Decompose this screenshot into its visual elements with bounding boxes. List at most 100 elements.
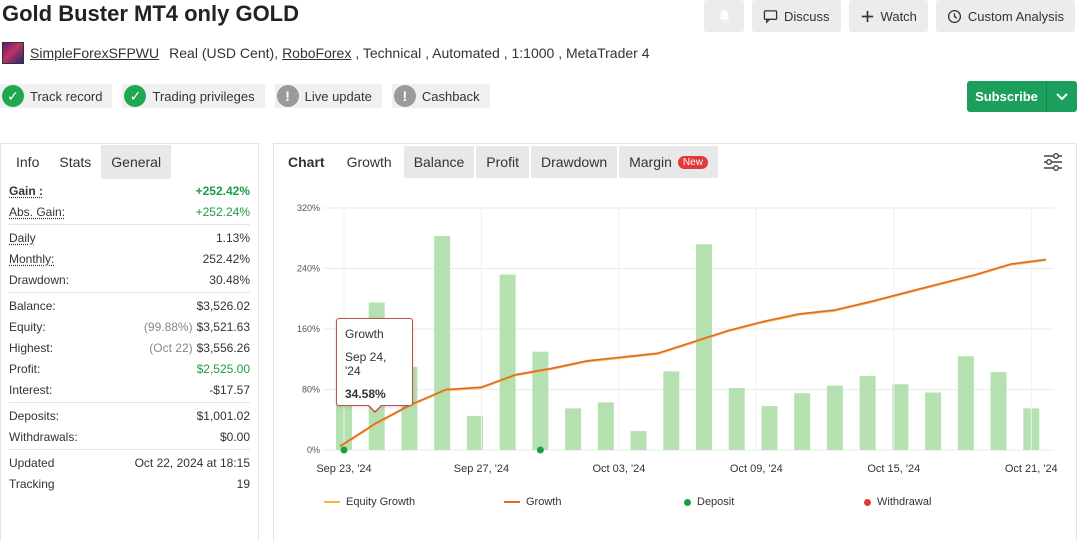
bar — [990, 372, 1007, 450]
clock-icon — [947, 9, 961, 23]
sliders-icon[interactable] — [1042, 151, 1064, 173]
chart-tooltip: Growth Sep 24, '24 34.58% — [336, 318, 413, 406]
x-tick-label: Sep 23, '24 — [316, 463, 371, 475]
x-tick-label: Oct 03, '24 — [592, 463, 645, 475]
tab-stats[interactable]: Stats — [49, 145, 102, 179]
chevron-down-icon[interactable] — [1047, 81, 1077, 112]
bar — [532, 351, 549, 450]
bar — [728, 387, 745, 450]
stat-drawdown: Drawdown: 30.48% — [9, 272, 250, 287]
bar — [466, 415, 483, 450]
discuss-button[interactable]: Discuss — [752, 0, 841, 32]
account-details: , Technical , Automated , 1:1000 , MetaT… — [355, 45, 650, 61]
equity-growth-line — [339, 259, 1047, 448]
tab-growth[interactable]: Growth — [336, 146, 402, 178]
chat-icon — [763, 9, 778, 24]
bar — [925, 392, 942, 450]
y-tick-label: 240% — [297, 264, 320, 274]
badge-track-record[interactable]: ✓ Track record — [0, 84, 113, 108]
stat-abs-gain: Abs. Gain: +252.24% — [9, 204, 250, 219]
bar — [565, 408, 582, 450]
notify-button[interactable] — [704, 0, 745, 32]
bar — [597, 402, 614, 450]
badge-label: Trading privileges — [152, 88, 255, 104]
x-tick-label: Oct 09, '24 — [730, 463, 783, 475]
deposit-marker — [536, 446, 544, 454]
tooltip-value: 34.58% — [345, 387, 386, 401]
stats-tabs: Info Stats General — [1, 144, 258, 180]
check-icon: ✓ — [124, 85, 147, 107]
tab-drawdown[interactable]: Drawdown — [530, 146, 618, 178]
broker-link[interactable]: RoboForex — [282, 45, 352, 61]
bar — [794, 393, 811, 450]
chart-tabs: Chart Growth Balance Profit Drawdown Mar… — [274, 144, 1076, 180]
stat-equity: Equity: (99.88%) $3,521.63 — [9, 319, 250, 334]
bar — [892, 384, 909, 450]
y-tick-label: 0% — [307, 445, 320, 455]
avatar[interactable] — [2, 42, 24, 64]
tooltip-series: Growth — [345, 327, 384, 341]
stat-highest: Highest: (Oct 22) $3,556.26 — [9, 340, 250, 355]
bar — [630, 431, 647, 450]
badge-trading-privileges[interactable]: ✓ Trading privileges — [122, 84, 265, 108]
tab-general[interactable]: General — [101, 145, 172, 179]
top-actions: Discuss Watch Custom Analysis — [704, 0, 1075, 32]
account-type: Real (USD Cent), — [169, 45, 279, 61]
y-tick-label: 160% — [297, 324, 320, 334]
legend-deposit[interactable]: Deposit — [684, 496, 864, 508]
bar — [859, 375, 876, 450]
subscribe-button[interactable]: Subscribe — [967, 81, 1077, 112]
stat-deposits: Deposits: $1,001.02 — [9, 408, 250, 423]
chart-legend: Equity Growth Growth Deposit Withdrawal — [324, 496, 1044, 508]
custom-analysis-button[interactable]: Custom Analysis — [935, 0, 1075, 32]
custom-analysis-label: Custom Analysis — [967, 8, 1064, 24]
stat-tracking: Tracking 19 — [9, 476, 250, 491]
account-info: SimpleForexSFPWU Real (USD Cent), RoboFo… — [2, 42, 650, 64]
bar — [434, 235, 451, 450]
stat-balance: Balance: $3,526.02 — [9, 298, 250, 313]
tooltip-date: Sep 24, '24 — [345, 350, 387, 378]
stats-panel: Info Stats General Gain : +252.42% Abs. G… — [0, 143, 259, 541]
stat-daily: Daily 1.13% — [9, 230, 250, 245]
subscribe-label[interactable]: Subscribe — [967, 81, 1047, 112]
bar — [957, 356, 974, 450]
x-tick-label: Oct 21, '24 — [1005, 463, 1058, 475]
badge-live-update[interactable]: ! Live update — [274, 84, 382, 108]
y-tick-label: 80% — [302, 385, 320, 395]
tab-balance[interactable]: Balance — [403, 146, 475, 178]
new-badge: New — [677, 155, 708, 169]
chart-tabs-label: Chart — [288, 154, 325, 170]
watch-button[interactable]: Watch — [848, 0, 928, 32]
tab-info[interactable]: Info — [16, 154, 40, 170]
badge-label: Cashback — [421, 88, 480, 104]
tooltip-arrow-inner — [368, 404, 382, 411]
status-badges: ✓ Track record ✓ Trading privileges ! Li… — [0, 84, 490, 108]
page-title: Gold Buster MT4 only GOLD — [2, 1, 300, 26]
badge-label: Live update — [304, 88, 372, 104]
legend-growth[interactable]: Growth — [504, 496, 684, 508]
badge-cashback[interactable]: ! Cashback — [391, 84, 490, 108]
growth-line — [339, 258, 1047, 447]
discuss-label: Discuss — [784, 8, 830, 24]
stat-gain: Gain : +252.42% — [9, 183, 250, 198]
legend-equity-growth[interactable]: Equity Growth — [324, 496, 504, 508]
watch-label: Watch — [880, 8, 917, 24]
y-tick-label: 320% — [297, 203, 320, 213]
plus-icon — [861, 10, 873, 22]
stats-list: Gain : +252.42% Abs. Gain: +252.24% Daily 1… — [1, 180, 258, 494]
stat-monthly: Monthly: 252.42% — [9, 251, 250, 266]
deposit-marker — [340, 446, 348, 454]
bell-icon — [718, 9, 730, 22]
user-link[interactable]: SimpleForexSFPWU — [30, 45, 160, 61]
bar — [499, 274, 516, 450]
bar — [663, 371, 680, 450]
stat-interest: Interest: -$17.57 — [9, 382, 250, 397]
legend-withdrawal[interactable]: Withdrawal — [864, 496, 1044, 508]
stat-updated: Updated Oct 22, 2024 at 18:15 — [9, 455, 250, 470]
tab-margin[interactable]: Margin New — [619, 146, 718, 178]
stat-profit: Profit: $2,525.00 — [9, 361, 250, 376]
exclamation-icon: ! — [393, 85, 416, 107]
exclamation-icon: ! — [276, 85, 299, 107]
x-tick-label: Sep 27, '24 — [454, 463, 509, 475]
tab-profit[interactable]: Profit — [476, 146, 529, 178]
